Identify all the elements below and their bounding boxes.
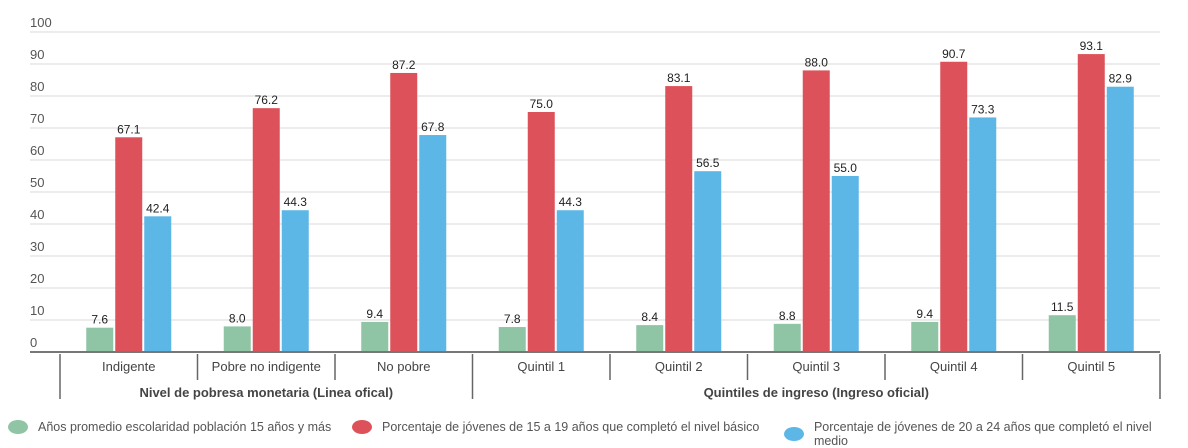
bar <box>665 86 693 352</box>
category-label: Indigente <box>102 359 156 374</box>
bar <box>498 327 526 352</box>
data-label: 82.9 <box>1109 72 1133 86</box>
bar <box>556 210 584 352</box>
bar <box>419 135 447 352</box>
y-tick-label: 100 <box>30 15 52 30</box>
grouped-bar-chart: 0 10 20 30 40 50 60 70 80 90 100 7.6 67.1 42.4 8.0 76.… <box>30 15 1161 400</box>
y-tick-label: 40 <box>30 207 44 222</box>
bar <box>1077 54 1105 352</box>
bar <box>144 216 172 352</box>
bar <box>1106 86 1134 352</box>
bar <box>1048 315 1076 352</box>
legend-label: Porcentaje de jóvenes de 15 a 19 años qu… <box>382 420 760 434</box>
category-label: Pobre no indigente <box>212 359 321 374</box>
y-axis-ticks: 0 10 20 30 40 50 60 70 80 90 100 <box>30 15 52 350</box>
y-tick-label: 50 <box>30 175 44 190</box>
data-label: 44.3 <box>284 195 308 209</box>
data-label: 9.4 <box>916 307 933 321</box>
data-label: 83.1 <box>667 71 691 85</box>
y-tick-label: 0 <box>30 335 37 350</box>
bar <box>223 326 251 352</box>
y-tick-label: 30 <box>30 239 44 254</box>
bar <box>86 327 114 352</box>
data-labels: 7.6 67.1 42.4 8.0 76.2 44.3 9.4 87.2 67.8 7.8 75.0… <box>91 39 1132 327</box>
data-label: 67.8 <box>421 120 445 134</box>
legend-item: Porcentaje de jóvenes de 20 a 24 años qu… <box>784 420 1188 448</box>
y-tick-label: 20 <box>30 271 44 286</box>
data-label: 56.5 <box>696 156 720 170</box>
bars <box>86 54 1134 353</box>
y-tick-label: 60 <box>30 143 44 158</box>
bar <box>802 70 830 353</box>
category-label: No pobre <box>377 359 430 374</box>
bar <box>940 61 968 352</box>
data-label: 8.0 <box>229 311 246 325</box>
category-label: Quintil 5 <box>1067 359 1115 374</box>
bar <box>831 176 859 352</box>
data-label: 55.0 <box>834 161 858 175</box>
legend-item: Años promedio escolaridad población 15 a… <box>8 420 331 434</box>
data-label: 76.2 <box>255 93 279 107</box>
data-label: 88.0 <box>805 55 829 69</box>
legend-swatch <box>8 420 28 434</box>
bar <box>281 210 309 352</box>
legend-swatch <box>784 427 804 441</box>
bar <box>636 325 664 352</box>
category-label: Quintil 4 <box>930 359 978 374</box>
legend-label: Porcentaje de jóvenes de 20 a 24 años qu… <box>813 420 1152 448</box>
y-tick-label: 80 <box>30 79 44 94</box>
bar <box>969 117 997 352</box>
category-label: Quintil 2 <box>655 359 703 374</box>
y-tick-label: 70 <box>30 111 44 126</box>
legend: Años promedio escolaridad población 15 a… <box>0 420 1188 448</box>
gridlines <box>30 31 1160 321</box>
group-label: Nivel de pobresa monetaria (Linea ofical… <box>139 385 393 400</box>
data-label: 87.2 <box>392 58 416 72</box>
bar <box>252 108 280 352</box>
data-label: 44.3 <box>559 195 583 209</box>
legend-item: Porcentaje de jóvenes de 15 a 19 años qu… <box>352 420 759 434</box>
x-axis: Indigente Pobre no indigente No pobre Quint… <box>30 351 1161 400</box>
data-label: 73.3 <box>971 102 995 116</box>
bar <box>527 112 555 352</box>
data-label: 9.4 <box>366 307 383 321</box>
bar <box>361 321 389 352</box>
legend-label: Años promedio escolaridad población 15 a… <box>38 420 332 434</box>
data-label: 67.1 <box>117 122 141 136</box>
bar <box>773 323 801 352</box>
data-label: 8.8 <box>779 309 796 323</box>
y-tick-label: 90 <box>30 47 44 62</box>
bar <box>390 72 418 353</box>
data-label: 90.7 <box>942 47 966 61</box>
data-label: 8.4 <box>641 310 658 324</box>
data-label: 7.6 <box>91 313 108 327</box>
bar <box>694 171 722 352</box>
bar <box>911 321 939 352</box>
group-label: Quintiles de ingreso (Ingreso oficial) <box>704 385 929 400</box>
y-tick-label: 10 <box>30 303 44 318</box>
category-label: Quintil 3 <box>792 359 840 374</box>
data-label: 7.8 <box>504 312 521 326</box>
legend-swatch <box>352 420 372 434</box>
category-label: Quintil 1 <box>517 359 565 374</box>
bar <box>115 137 143 352</box>
data-label: 11.5 <box>1051 300 1074 314</box>
data-label: 42.4 <box>146 201 170 215</box>
data-label: 93.1 <box>1080 39 1104 53</box>
data-label: 75.0 <box>530 97 554 111</box>
